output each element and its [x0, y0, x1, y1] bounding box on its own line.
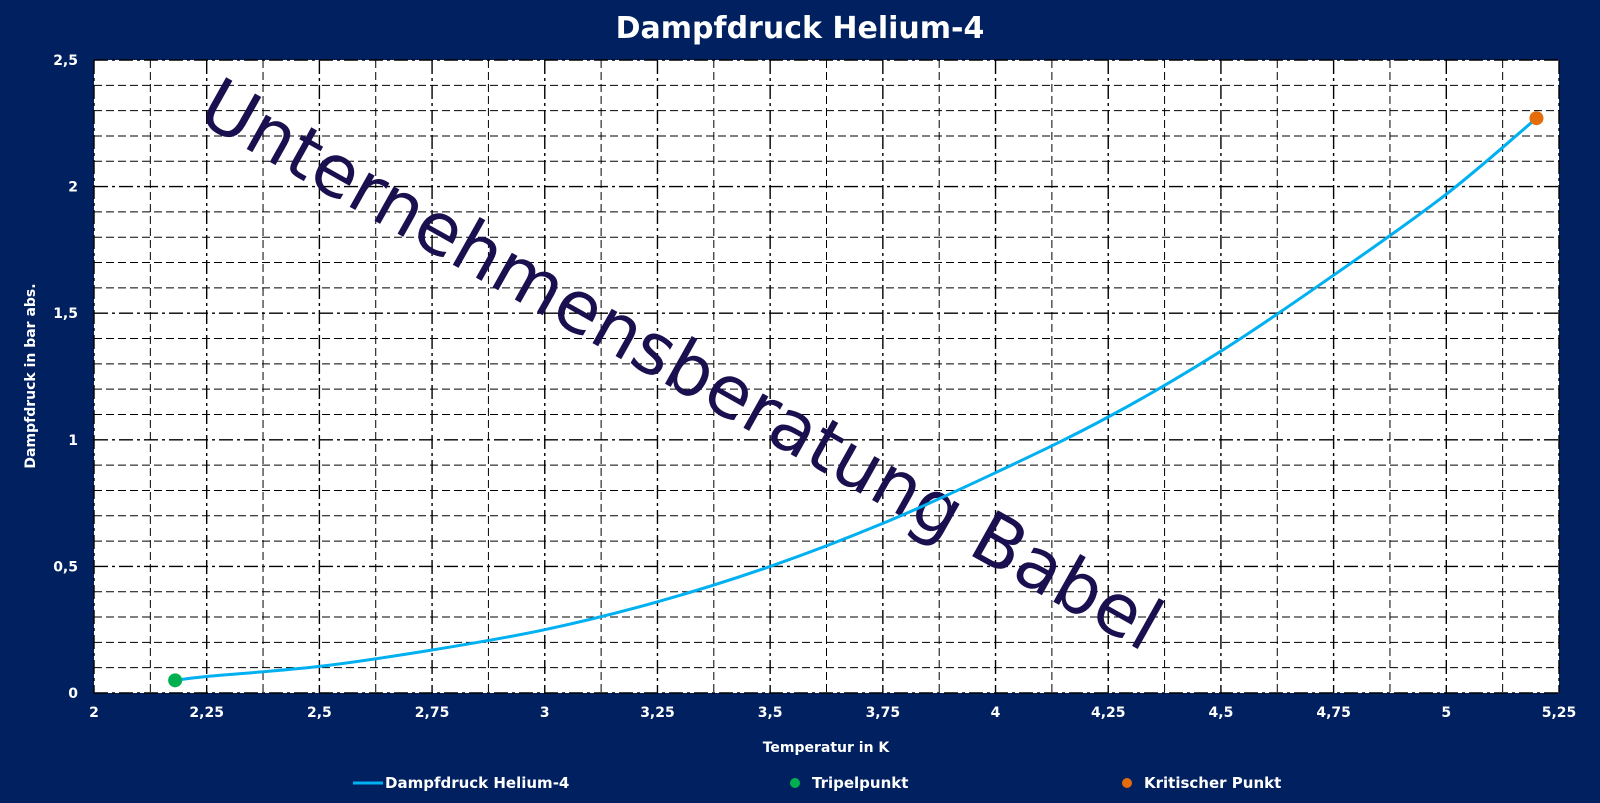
y-axis-label: Dampfdruck in bar abs. — [23, 283, 39, 468]
x-tick-label: 2 — [89, 705, 99, 721]
series-point-tripelpunkt — [168, 673, 183, 688]
series-point-kritischer-punkt — [1529, 111, 1544, 126]
x-tick-label: 3 — [540, 705, 550, 721]
minor-gridlines — [94, 60, 1559, 693]
x-tick-label: 4,75 — [1316, 705, 1351, 721]
legend-label: Dampfdruck Helium-4 — [385, 774, 569, 792]
x-tick-label: 4,25 — [1091, 705, 1126, 721]
series-line-dampfdruck — [174, 117, 1538, 682]
y-tick-label: 1,5 — [53, 306, 78, 322]
y-tick-label: 0 — [68, 686, 78, 702]
x-tick-label: 3,25 — [640, 705, 675, 721]
legend-dot-marker — [790, 778, 800, 788]
x-tick-labels: 2 2,25 2,5 2,75 3 3,25 3,5 3,75 4 4,25 4,5 4,75 5 5,2… — [89, 705, 1576, 721]
x-tick-label: 2,5 — [307, 705, 332, 721]
y-tick-label: 0,5 — [53, 559, 78, 575]
legend-dot-marker — [1122, 778, 1132, 788]
y-tick-label: 2,5 — [53, 53, 78, 69]
x-tick-label: 5 — [1441, 705, 1451, 721]
x-tick-label: 4,5 — [1209, 705, 1234, 721]
x-axis-label: Temperatur in K — [763, 740, 891, 756]
chart-title: Dampfdruck Helium-4 — [616, 11, 985, 46]
series-layer — [168, 111, 1544, 688]
y-tick-labels: 0 0,5 1 1,5 2 2,5 — [53, 53, 78, 702]
x-tick-label: 5,25 — [1542, 705, 1577, 721]
y-tick-label: 1 — [68, 433, 78, 449]
x-tick-label: 3,5 — [758, 705, 783, 721]
major-gridlines — [93, 59, 1560, 694]
legend-label: Kritischer Punkt — [1144, 774, 1281, 792]
x-tick-label: 2,25 — [189, 705, 224, 721]
x-tick-label: 4 — [991, 705, 1001, 721]
y-tick-label: 2 — [68, 180, 78, 196]
legend-label: Tripelpunkt — [812, 774, 908, 792]
legend: Dampfdruck Helium-4 Tripelpunkt Kritischer… — [353, 774, 1281, 792]
x-tick-label: 3,75 — [866, 705, 901, 721]
x-tick-label: 2,75 — [415, 705, 450, 721]
